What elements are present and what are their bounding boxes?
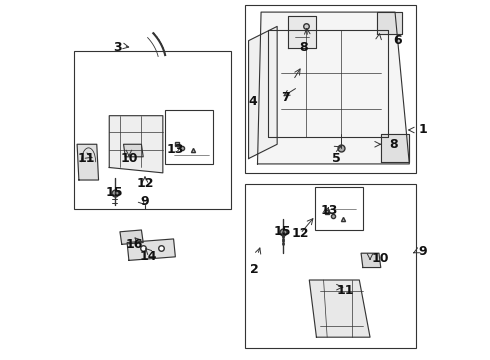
Text: 6: 6 [393, 34, 402, 47]
Text: 10: 10 [120, 152, 138, 165]
Polygon shape [381, 134, 409, 162]
Text: 9: 9 [141, 195, 149, 208]
Text: 11: 11 [336, 284, 354, 297]
Polygon shape [127, 239, 175, 260]
Text: 15: 15 [274, 225, 291, 238]
Text: 4: 4 [249, 95, 258, 108]
Bar [74, 51, 231, 208]
Text: 1: 1 [418, 123, 427, 136]
Bar [315, 187, 363, 230]
Bar [165, 111, 213, 164]
Text: 7: 7 [281, 91, 290, 104]
Polygon shape [288, 16, 317, 48]
Polygon shape [109, 116, 163, 173]
Polygon shape [309, 280, 370, 337]
Bar [245, 184, 416, 348]
Polygon shape [77, 144, 98, 180]
Polygon shape [248, 26, 277, 158]
Text: 12: 12 [292, 227, 309, 240]
Text: 8: 8 [390, 138, 398, 151]
Bar [245, 5, 416, 173]
Text: 12: 12 [136, 177, 154, 190]
Text: 13: 13 [320, 204, 338, 217]
Polygon shape [377, 12, 402, 33]
Text: 10: 10 [372, 252, 390, 265]
Text: 15: 15 [106, 186, 123, 199]
Polygon shape [123, 144, 143, 157]
Text: 13: 13 [167, 143, 184, 156]
Polygon shape [120, 230, 143, 244]
Text: 5: 5 [332, 152, 341, 165]
Text: 14: 14 [140, 250, 157, 263]
Text: 3: 3 [113, 41, 122, 54]
Text: 8: 8 [299, 41, 308, 54]
Text: 2: 2 [250, 263, 259, 276]
Text: 9: 9 [418, 245, 427, 258]
Polygon shape [361, 253, 381, 267]
Polygon shape [258, 12, 409, 164]
Text: 16: 16 [125, 238, 143, 251]
Text: 11: 11 [77, 152, 95, 165]
